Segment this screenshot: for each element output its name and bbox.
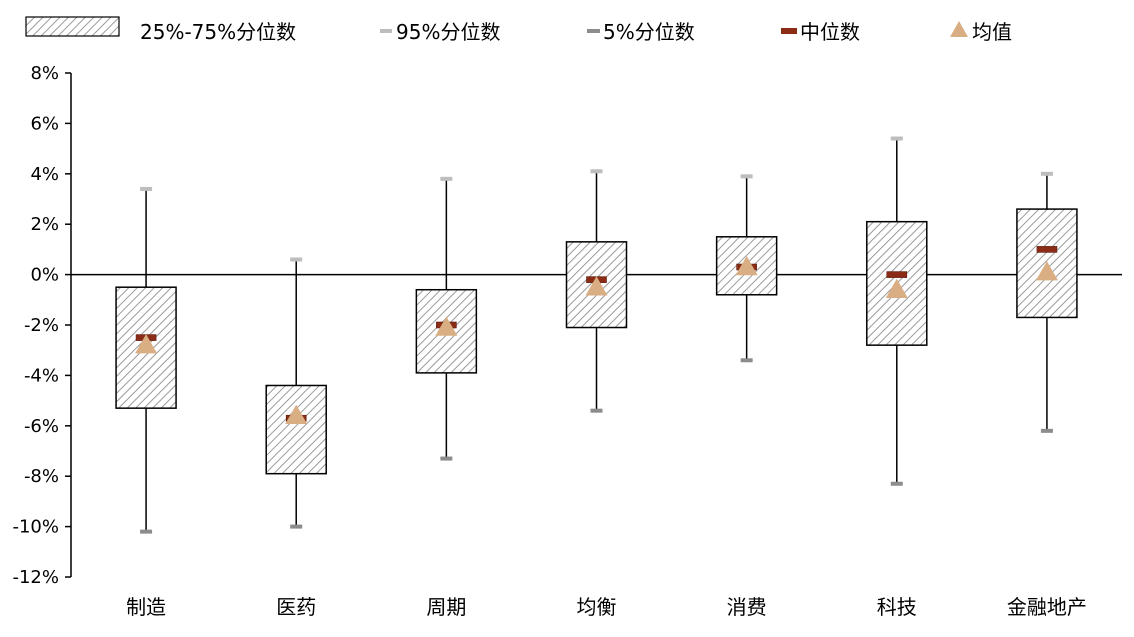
box-group xyxy=(265,257,327,529)
y-tick-label: -4% xyxy=(24,365,59,386)
mean-marker xyxy=(585,276,608,296)
legend-p5-label: 5%分位数 xyxy=(603,20,695,44)
x-tick-label: 医药 xyxy=(276,595,316,619)
legend-mean-label: 均值 xyxy=(972,20,1012,44)
median-marker xyxy=(1036,246,1058,253)
y-tick-label: -10% xyxy=(12,517,59,538)
x-tick-label: 制造 xyxy=(126,595,166,619)
y-tick-label: -2% xyxy=(24,315,59,336)
x-tick-label: 均衡 xyxy=(577,595,617,619)
mean-marker xyxy=(435,316,458,336)
x-tick-label: 周期 xyxy=(426,595,466,619)
y-tick-label: 6% xyxy=(30,113,59,134)
mean-marker xyxy=(735,256,758,276)
box-group xyxy=(1016,171,1078,433)
box-group xyxy=(115,186,177,534)
mean-marker xyxy=(885,278,908,298)
y-tick-label: 4% xyxy=(30,164,59,185)
mean-marker xyxy=(285,404,308,424)
legend-p95-label: 95%分位数 xyxy=(396,20,500,44)
mean-marker xyxy=(135,334,158,354)
y-tick-label: 8% xyxy=(30,63,59,84)
legend: 25%-75%分位数 95%分位数 5%分位数 中位数 均值 xyxy=(25,16,1012,44)
mean-marker xyxy=(1035,261,1058,281)
x-tick-label: 金融地产 xyxy=(1007,595,1087,619)
y-tick-label: 0% xyxy=(30,265,59,286)
iqr-box xyxy=(265,384,327,475)
box-group xyxy=(415,176,478,461)
y-tick-label: -6% xyxy=(24,416,59,437)
box-group xyxy=(866,136,928,486)
axes: 8% 6% 4% 2% 0% -2% -4% -6% -8% -10% -12% 制造 医药 周期 均衡 消费… xyxy=(12,63,1122,619)
median-marker xyxy=(886,271,908,278)
legend-mean-swatch xyxy=(950,21,968,37)
x-tick-label: 消费 xyxy=(727,595,767,619)
y-tick-label: 2% xyxy=(30,214,59,235)
y-tick-label: -8% xyxy=(24,466,59,487)
legend-median-swatch xyxy=(781,28,797,34)
box-group xyxy=(715,174,778,363)
legend-iqr-label: 25%-75%分位数 xyxy=(140,20,296,44)
x-tick-label: 科技 xyxy=(877,595,917,619)
y-tick-label: -12% xyxy=(12,567,59,588)
box-group xyxy=(565,169,628,413)
legend-median-label: 中位数 xyxy=(800,20,860,44)
plot-area xyxy=(115,136,1078,534)
legend-iqr-swatch xyxy=(25,16,120,37)
